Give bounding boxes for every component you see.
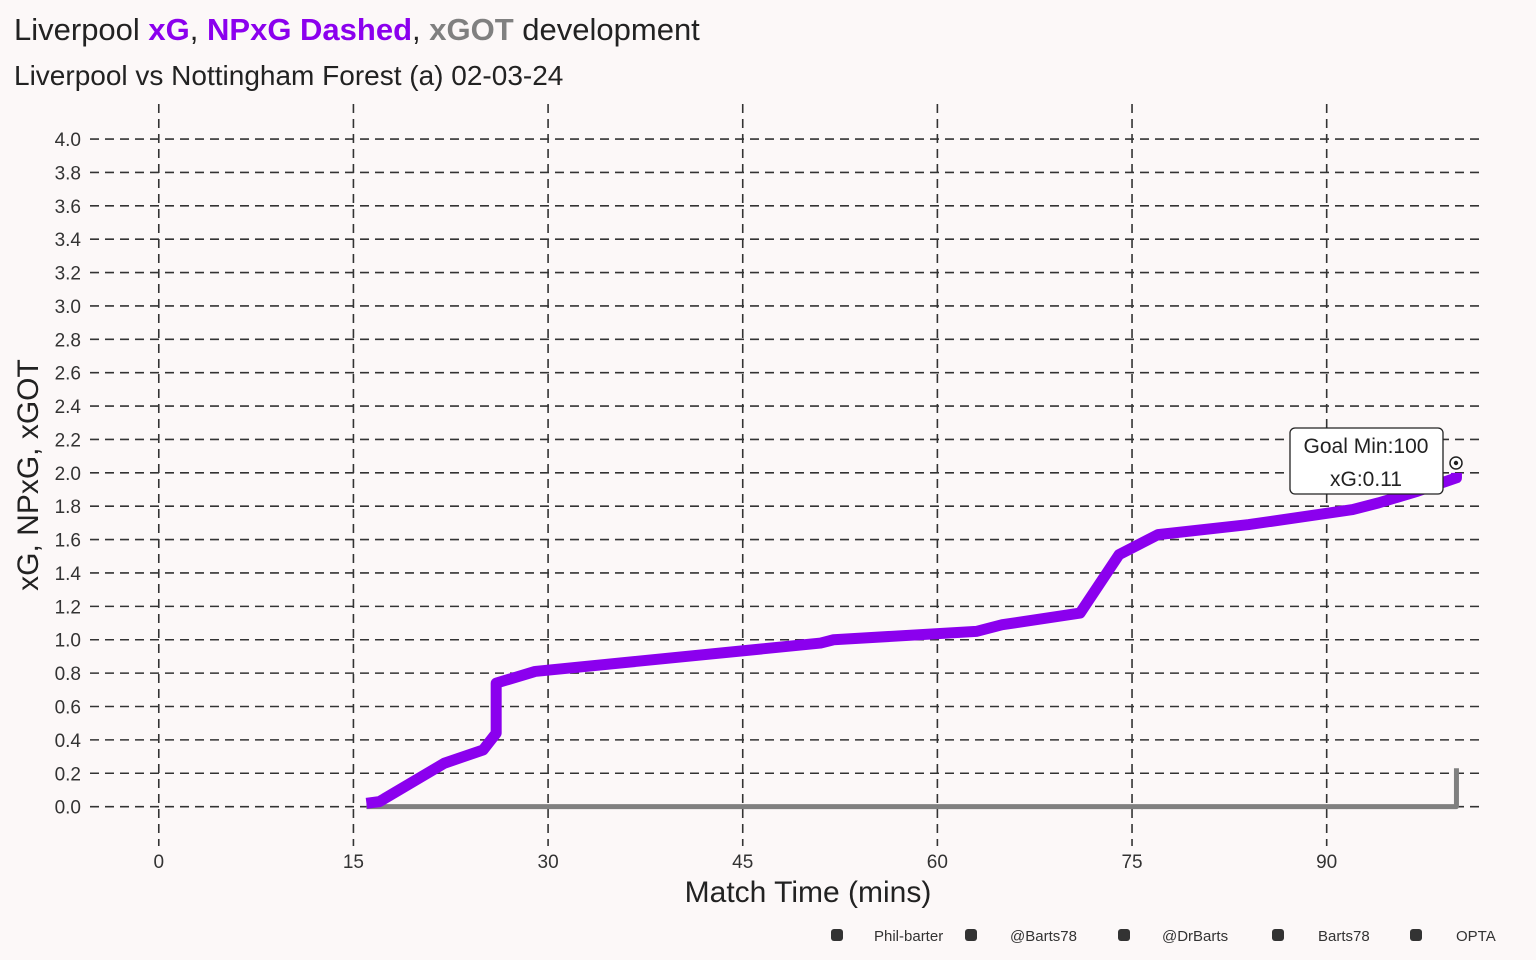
credit-icon <box>1118 929 1130 941</box>
ball-icon-patch <box>1453 460 1459 466</box>
annotation-text: Goal Min:100 <box>1304 435 1429 458</box>
y-tick-label: 0.8 <box>55 664 81 685</box>
title-part: NPxG Dashed <box>207 12 412 47</box>
chart-title: Liverpool xG, NPxG Dashed, xGOT developm… <box>14 12 700 47</box>
title-part: Liverpool <box>14 12 148 47</box>
y-tick-label: 2.4 <box>55 397 82 418</box>
y-tick-label: 3.2 <box>55 264 81 285</box>
title-part: development <box>514 12 701 47</box>
x-tick-label: 90 <box>1316 852 1337 873</box>
credit-text: @DrBarts <box>1162 928 1228 945</box>
x-tick-label: 45 <box>732 852 753 873</box>
credit-icon <box>831 929 843 941</box>
y-axis-label: xG, NPxG, xGOT <box>12 359 45 591</box>
y-tick-label: 1.0 <box>55 631 81 652</box>
credit-icon <box>1272 929 1284 941</box>
credit-text: OPTA <box>1456 928 1496 945</box>
y-tick-label: 4.0 <box>55 130 81 151</box>
credit-icon <box>1410 929 1422 941</box>
x-axis-label: Match Time (mins) <box>685 876 932 909</box>
y-tick-label: 2.6 <box>55 364 81 385</box>
y-tick-label: 1.2 <box>55 597 81 618</box>
y-tick-label: 0.4 <box>55 731 82 752</box>
title-part: xG <box>148 12 189 47</box>
title-part: , <box>412 12 429 47</box>
y-tick-label: 0.6 <box>55 698 81 719</box>
x-tick-label: 30 <box>538 852 559 873</box>
y-tick-label: 1.8 <box>55 497 81 518</box>
y-tick-label: 2.2 <box>55 430 81 451</box>
y-tick-label: 2.0 <box>55 464 81 485</box>
x-tick-label: 60 <box>927 852 948 873</box>
y-tick-label: 1.4 <box>55 564 82 585</box>
credit-text: Phil-barter <box>874 928 943 945</box>
x-tick-label: 15 <box>343 852 364 873</box>
x-tick-label: 75 <box>1121 852 1142 873</box>
title-part: xGOT <box>429 12 513 47</box>
series-line <box>366 768 1459 810</box>
credit-text: @Barts78 <box>1010 928 1077 945</box>
y-tick-label: 3.4 <box>55 230 82 251</box>
y-tick-label: 1.6 <box>55 531 81 552</box>
x-tick-label: 0 <box>153 852 164 873</box>
title-part: , <box>190 12 207 47</box>
credit-text: Barts78 <box>1318 928 1370 945</box>
y-tick-label: 3.0 <box>55 297 81 318</box>
annotation-box <box>1289 427 1444 495</box>
y-tick-label: 2.8 <box>55 330 81 351</box>
annotation-text: xG:0.11 <box>1330 468 1402 491</box>
y-tick-label: 0.0 <box>55 798 81 819</box>
series-line <box>365 472 1462 809</box>
chart-subtitle: Liverpool vs Nottingham Forest (a) 02-03… <box>14 60 563 91</box>
y-tick-label: 3.6 <box>55 197 81 218</box>
y-tick-label: 3.8 <box>55 163 81 184</box>
credit-icon <box>965 929 977 941</box>
y-tick-label: 0.2 <box>55 764 81 785</box>
